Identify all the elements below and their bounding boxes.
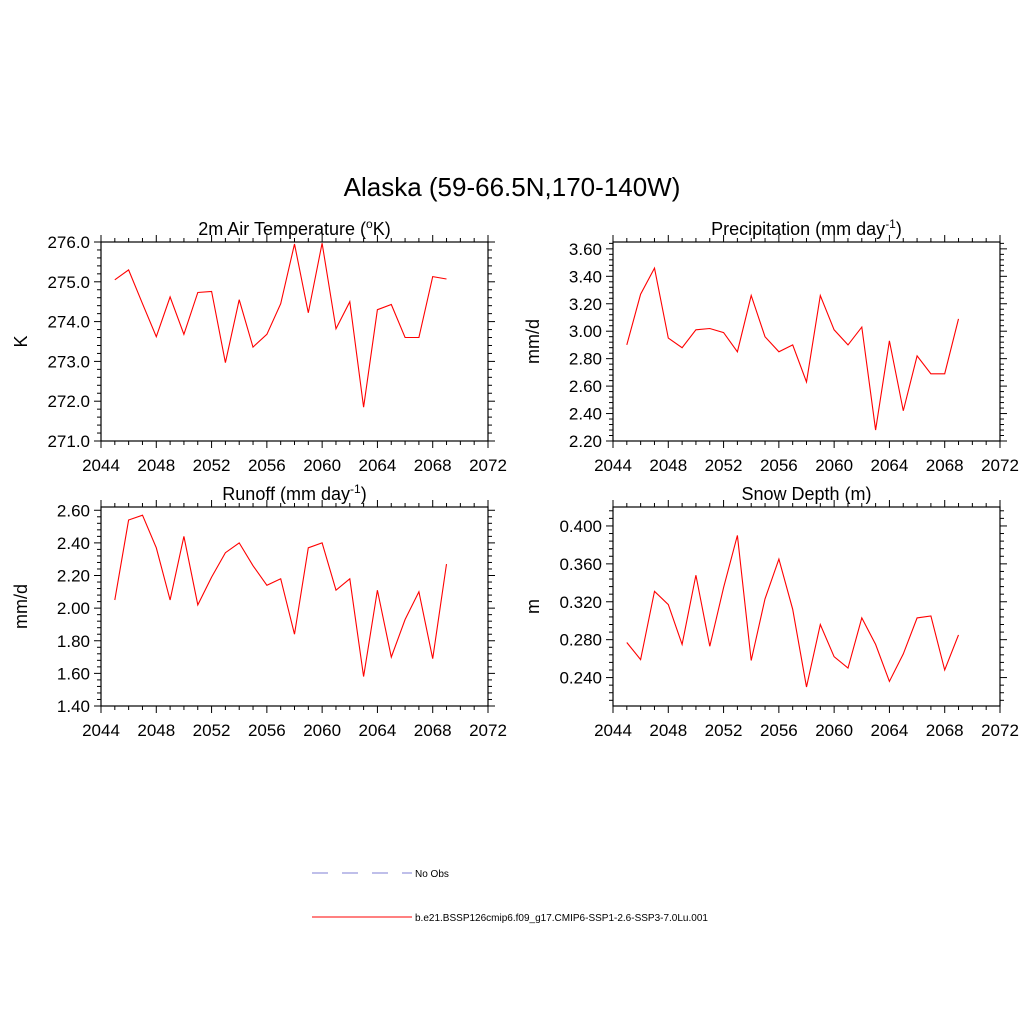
panel-snow-depth: Snow Depth (m) m 2044 2048 2052 2056 2060 2064 2… [523, 484, 1019, 740]
x-tick-label: 2060 [815, 721, 853, 740]
x-tick-label: 2048 [137, 456, 175, 475]
x-tick-label: 2072 [469, 456, 507, 475]
y-tick-label: 275.0 [47, 273, 90, 292]
y-tick-label: 2.60 [569, 377, 602, 396]
y-tick-label: 3.40 [569, 267, 602, 286]
legend-model-label: b.e21.BSSP126cmip6.f09_g17.CMIP6-SSP1-2.… [415, 913, 708, 924]
x-tick-label: 2056 [248, 721, 286, 740]
x-tick-label: 2064 [359, 456, 397, 475]
x-tick-label: 2056 [760, 456, 798, 475]
x-tick-label: 2068 [414, 456, 452, 475]
x-tick-label: 2052 [705, 721, 743, 740]
y-axis-label: K [11, 335, 31, 347]
x-tick-label: 2048 [649, 721, 687, 740]
y-tick-label: 0.400 [559, 517, 602, 536]
x-tick-label: 2060 [815, 456, 853, 475]
y-tick-label: 276.0 [47, 233, 90, 252]
panel-air-temperature: 2m Air Temperature (oK) K 2044 2048 2052 2056… [11, 217, 507, 475]
series-line [114, 514, 448, 677]
plot-frame [612, 506, 1001, 707]
y-tick-label: 3.60 [569, 240, 602, 259]
y-tick-label: 3.00 [569, 322, 602, 341]
x-tick-label: 2072 [981, 456, 1019, 475]
x-tick-label: 2044 [82, 456, 120, 475]
y-tick-label: 1.80 [57, 632, 90, 651]
x-tick-label: 2068 [414, 721, 452, 740]
x-tick-label: 2048 [649, 456, 687, 475]
y-tick-label: 2.80 [569, 350, 602, 369]
y-axis-label: mm/d [11, 584, 31, 629]
series-line [626, 266, 960, 431]
y-tick-label: 1.60 [57, 664, 90, 683]
plot-frame [100, 241, 489, 442]
y-tick-label: 2.20 [569, 432, 602, 451]
panel-precipitation: Precipitation (mm day-1) mm/d 2044 2048 2052… [523, 217, 1019, 475]
y-tick-label: 271.0 [47, 432, 90, 451]
panel-title: Runoff (mm day-1) [222, 482, 366, 504]
x-tick-label: 2072 [981, 721, 1019, 740]
x-tick-label: 2044 [82, 721, 120, 740]
series-line [114, 243, 447, 408]
y-tick-label: 3.20 [569, 295, 602, 314]
panel-runoff: Runoff (mm day-1) mm/d 2044 2048 2052 2056 206… [11, 482, 507, 740]
x-tick-label: 2056 [760, 721, 798, 740]
y-tick-label: 2.00 [57, 599, 90, 618]
x-tick-label: 2044 [594, 721, 632, 740]
x-tick-label: 2060 [303, 456, 341, 475]
x-tick-label: 2060 [303, 721, 341, 740]
legend-obs-label: No Obs [415, 869, 449, 880]
x-tick-label: 2068 [926, 721, 964, 740]
x-tick-label: 2072 [469, 721, 507, 740]
legend: No Obs b.e21.BSSP126cmip6.f09_g17.CMIP6-… [312, 869, 708, 924]
x-tick-label: 2064 [871, 721, 909, 740]
plot-frame [612, 241, 1001, 442]
x-tick-label: 2052 [193, 456, 231, 475]
panel-title: Precipitation (mm day-1) [711, 217, 902, 239]
x-tick-label: 2064 [871, 456, 909, 475]
x-tick-label: 2048 [137, 721, 175, 740]
y-tick-label: 0.320 [559, 593, 602, 612]
x-tick-label: 2068 [926, 456, 964, 475]
y-axis-label: m [523, 599, 543, 614]
panel-title: Snow Depth (m) [741, 484, 871, 504]
x-tick-label: 2052 [193, 721, 231, 740]
x-tick-label: 2052 [705, 456, 743, 475]
y-tick-label: 274.0 [47, 313, 90, 332]
y-axis-label: mm/d [523, 319, 543, 364]
x-tick-label: 2056 [248, 456, 286, 475]
plot-frame [100, 506, 489, 707]
panel-title: 2m Air Temperature (oK) [198, 217, 390, 239]
main-title: Alaska (59-66.5N,170-140W) [344, 172, 681, 202]
x-tick-label: 2044 [594, 456, 632, 475]
y-tick-label: 2.20 [57, 567, 90, 586]
y-tick-label: 0.240 [559, 669, 602, 688]
y-tick-label: 2.40 [569, 405, 602, 424]
y-tick-label: 1.40 [57, 697, 90, 716]
x-tick-label: 2064 [359, 721, 397, 740]
y-tick-label: 0.360 [559, 555, 602, 574]
y-tick-label: 0.280 [559, 631, 602, 650]
y-tick-label: 272.0 [47, 392, 90, 411]
y-tick-label: 2.60 [57, 501, 90, 520]
y-tick-label: 2.40 [57, 534, 90, 553]
series-line [626, 535, 960, 688]
y-tick-label: 273.0 [47, 352, 90, 371]
